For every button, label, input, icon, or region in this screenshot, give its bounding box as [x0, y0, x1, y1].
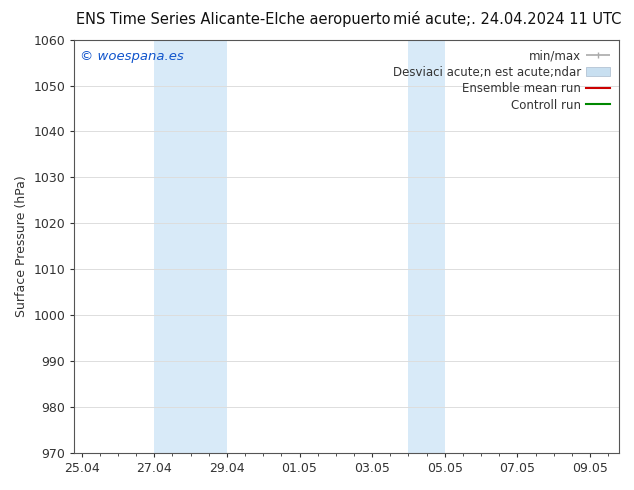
Bar: [154, 40, 227, 453]
Text: ENS Time Series Alicante-Elche aeropuerto: ENS Time Series Alicante-Elche aeropuert…: [76, 12, 391, 27]
Text: © woespana.es: © woespana.es: [80, 50, 184, 63]
Y-axis label: Surface Pressure (hPa): Surface Pressure (hPa): [15, 175, 28, 317]
Bar: [408, 40, 444, 453]
Legend: min/max, Desviaci acute;n est acute;ndar, Ensemble mean run, Controll run: min/max, Desviaci acute;n est acute;ndar…: [389, 46, 613, 115]
Text: mié acute;. 24.04.2024 11 UTC: mié acute;. 24.04.2024 11 UTC: [393, 12, 621, 27]
